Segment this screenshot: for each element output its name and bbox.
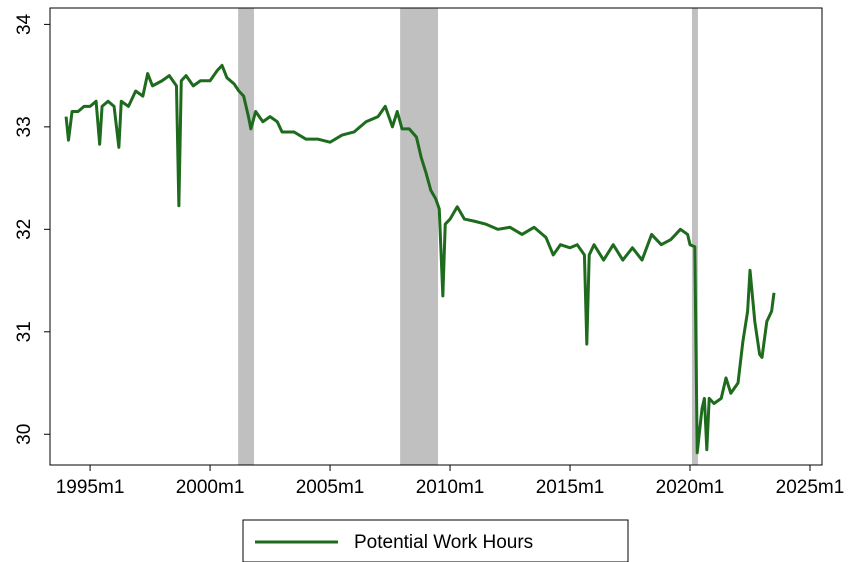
recession-band <box>400 8 439 465</box>
data-line <box>64 63 776 455</box>
y-tick-label: 33 <box>14 116 35 137</box>
recession-band <box>238 8 254 465</box>
plot-frame <box>49 7 823 466</box>
y-tick-label: 32 <box>14 219 35 240</box>
x-tick-label: 1995m1 <box>56 477 125 498</box>
x-tick-label: 2010m1 <box>416 477 485 498</box>
y-tick-label: 31 <box>14 321 35 342</box>
x-tick-label: 2020m1 <box>656 477 725 498</box>
y-tick-label: 34 <box>14 13 35 35</box>
x-tick-label: 2015m1 <box>536 477 605 498</box>
legend-label: Potential Work Hours <box>354 532 533 553</box>
x-tick-label: 2005m1 <box>296 477 365 498</box>
recession-band <box>691 8 698 465</box>
x-tick-label: 2000m1 <box>176 477 245 498</box>
x-tick-label: 2025m1 <box>776 477 845 498</box>
y-tick-label: 30 <box>14 424 35 445</box>
